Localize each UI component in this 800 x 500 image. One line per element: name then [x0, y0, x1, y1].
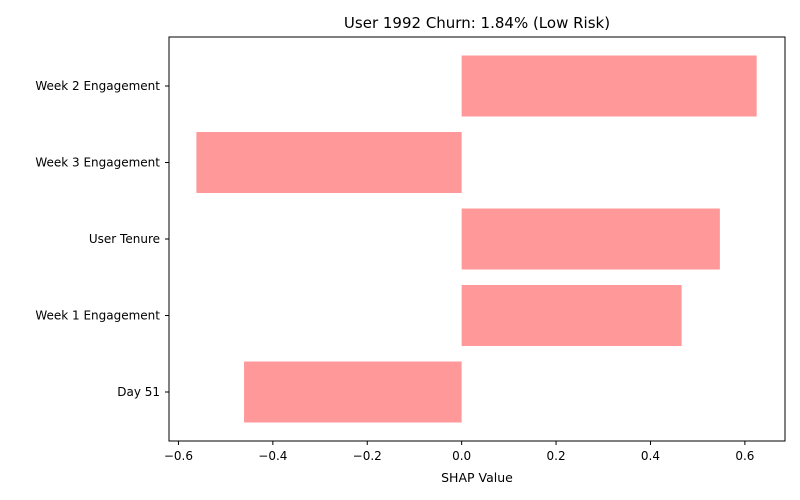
x-axis-ticks: −0.6 −0.4 −0.2 0.0 0.2 0.4 0.6	[164, 441, 754, 463]
x-tick-label: −0.2	[353, 449, 382, 463]
x-tick-label: 0.0	[452, 449, 471, 463]
bar-day-51	[244, 361, 462, 423]
bar-week-3-engagement	[196, 132, 462, 193]
y-tick-label: Week 1 Engagement	[35, 309, 160, 323]
bar-week-1-engagement	[461, 285, 682, 346]
bar-user-tenure	[461, 208, 720, 270]
x-tick-label: −0.4	[258, 449, 287, 463]
plot-frame	[168, 36, 786, 442]
bars-group	[196, 55, 757, 423]
y-tick-label: Week 3 Engagement	[35, 156, 160, 170]
x-tick-label: 0.4	[641, 449, 660, 463]
bar-week-2-engagement	[461, 55, 757, 117]
chart-title: User 1992 Churn: 1.84% (Low Risk)	[344, 14, 610, 32]
y-tick-label: User Tenure	[89, 232, 160, 246]
y-tick-label: Day 51	[117, 385, 160, 399]
y-axis-ticks: Week 2 Engagement Week 3 Engagement User T…	[35, 79, 169, 399]
y-tick-label: Week 2 Engagement	[35, 79, 160, 93]
x-tick-label: 0.6	[735, 449, 754, 463]
x-tick-label: −0.6	[164, 449, 193, 463]
x-tick-label: 0.2	[547, 449, 566, 463]
x-axis-label: SHAP Value	[441, 470, 513, 485]
